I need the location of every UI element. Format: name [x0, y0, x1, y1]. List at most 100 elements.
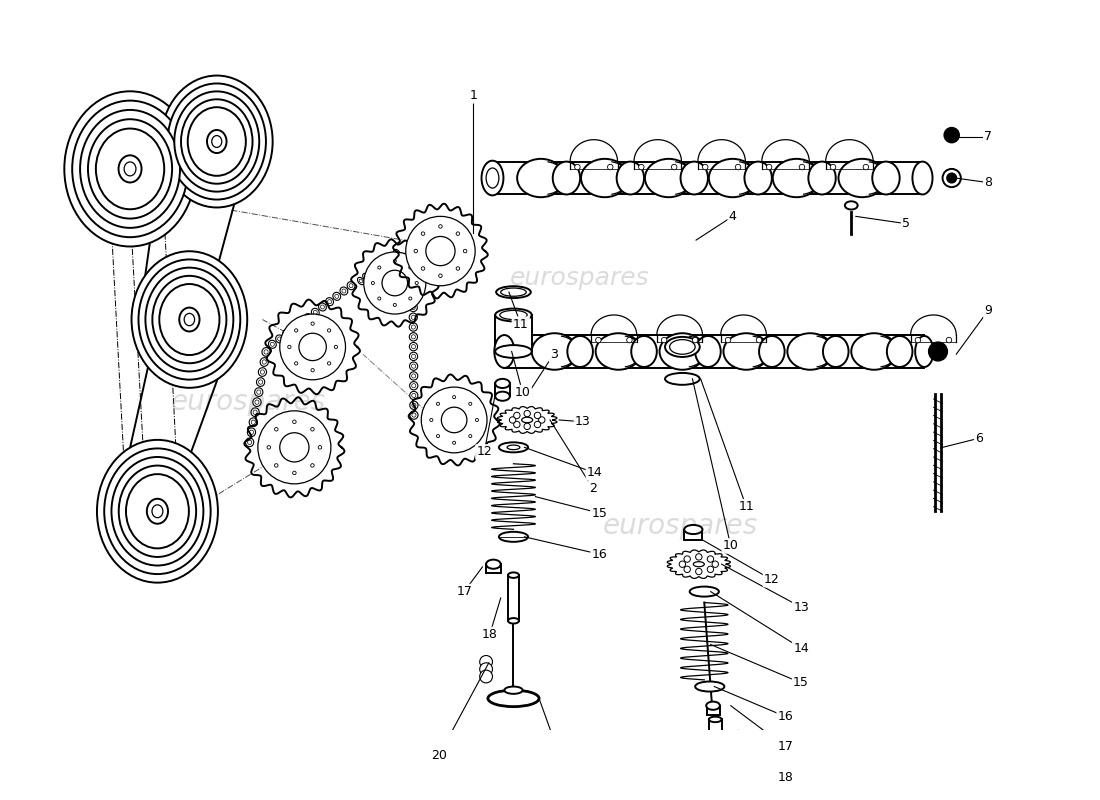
Ellipse shape	[104, 449, 210, 574]
Ellipse shape	[360, 279, 363, 283]
Circle shape	[684, 566, 691, 573]
Ellipse shape	[823, 336, 848, 367]
Ellipse shape	[693, 562, 704, 566]
Circle shape	[800, 164, 805, 170]
Text: eurospares: eurospares	[603, 512, 758, 540]
Ellipse shape	[276, 335, 284, 343]
Ellipse shape	[161, 75, 273, 207]
Ellipse shape	[531, 334, 578, 370]
Ellipse shape	[256, 390, 261, 394]
Circle shape	[377, 297, 381, 300]
Text: 14: 14	[793, 642, 808, 654]
Circle shape	[275, 427, 278, 431]
Ellipse shape	[410, 401, 418, 410]
Text: 19: 19	[570, 798, 585, 800]
Text: 3: 3	[550, 348, 558, 361]
Ellipse shape	[695, 336, 721, 367]
Circle shape	[480, 670, 493, 683]
Ellipse shape	[426, 237, 455, 266]
Ellipse shape	[251, 408, 260, 417]
Text: 20: 20	[431, 750, 447, 762]
Text: eurospares: eurospares	[510, 266, 650, 290]
Ellipse shape	[915, 336, 934, 367]
Circle shape	[394, 303, 396, 306]
Text: 4: 4	[728, 210, 737, 223]
Ellipse shape	[409, 323, 418, 331]
Circle shape	[311, 369, 315, 372]
Ellipse shape	[887, 336, 912, 367]
Ellipse shape	[184, 314, 195, 326]
Ellipse shape	[409, 342, 418, 350]
Ellipse shape	[285, 332, 288, 336]
Circle shape	[437, 434, 440, 438]
Ellipse shape	[409, 372, 418, 380]
Ellipse shape	[297, 319, 305, 327]
Ellipse shape	[406, 216, 475, 286]
Ellipse shape	[364, 252, 426, 314]
Ellipse shape	[207, 130, 227, 153]
Ellipse shape	[326, 298, 333, 306]
Ellipse shape	[179, 307, 199, 331]
Ellipse shape	[126, 474, 189, 548]
Bar	[708, 719, 722, 762]
Ellipse shape	[248, 428, 255, 437]
Ellipse shape	[500, 288, 526, 296]
Text: 13: 13	[793, 601, 808, 614]
Ellipse shape	[395, 251, 398, 255]
Ellipse shape	[167, 83, 266, 199]
Circle shape	[946, 338, 952, 343]
Circle shape	[288, 346, 292, 349]
Ellipse shape	[245, 438, 254, 446]
Circle shape	[437, 402, 440, 406]
Ellipse shape	[409, 352, 418, 361]
Ellipse shape	[411, 296, 415, 300]
Ellipse shape	[253, 410, 257, 414]
Circle shape	[421, 232, 425, 235]
Circle shape	[707, 566, 714, 573]
Ellipse shape	[409, 313, 417, 322]
Text: 2: 2	[588, 482, 597, 495]
Circle shape	[415, 282, 418, 285]
Circle shape	[524, 423, 530, 430]
Circle shape	[394, 259, 396, 262]
Circle shape	[377, 266, 381, 269]
Ellipse shape	[340, 287, 348, 295]
Ellipse shape	[724, 334, 769, 370]
Circle shape	[692, 338, 697, 343]
Text: 7: 7	[984, 130, 992, 143]
Ellipse shape	[348, 282, 355, 290]
Ellipse shape	[333, 292, 341, 300]
Text: 1: 1	[470, 90, 477, 102]
Ellipse shape	[182, 99, 253, 184]
Ellipse shape	[581, 159, 628, 197]
Text: eurospares: eurospares	[172, 388, 327, 416]
Ellipse shape	[379, 263, 383, 267]
Ellipse shape	[495, 392, 509, 401]
Ellipse shape	[250, 430, 253, 434]
Text: 14: 14	[587, 466, 603, 479]
Ellipse shape	[411, 306, 416, 310]
Ellipse shape	[421, 387, 487, 453]
Ellipse shape	[499, 532, 528, 542]
Circle shape	[539, 417, 544, 423]
Circle shape	[275, 464, 278, 467]
Ellipse shape	[508, 573, 519, 578]
Ellipse shape	[912, 162, 933, 194]
Ellipse shape	[305, 314, 312, 322]
Ellipse shape	[495, 309, 531, 322]
Ellipse shape	[411, 394, 416, 398]
Circle shape	[767, 164, 772, 170]
Text: 16: 16	[592, 548, 607, 561]
Circle shape	[509, 417, 516, 423]
Ellipse shape	[145, 268, 233, 371]
Ellipse shape	[521, 418, 532, 422]
Ellipse shape	[279, 433, 309, 462]
Ellipse shape	[488, 690, 539, 706]
Text: 6: 6	[975, 432, 983, 445]
Ellipse shape	[409, 303, 417, 312]
Circle shape	[830, 164, 836, 170]
Bar	[706, 706, 721, 715]
Circle shape	[607, 164, 613, 170]
Ellipse shape	[257, 411, 331, 484]
Text: 8: 8	[984, 176, 992, 189]
